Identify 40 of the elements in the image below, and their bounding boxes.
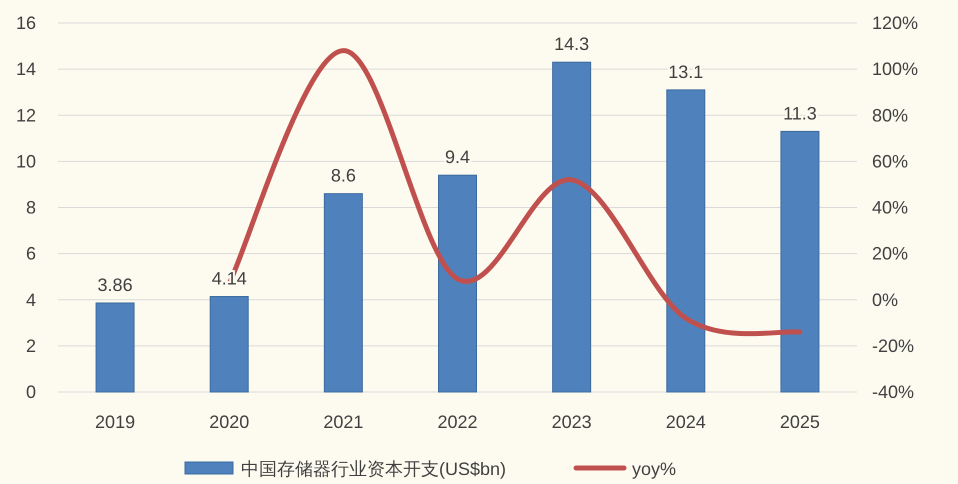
data-label: 14.3 — [554, 34, 590, 54]
bar — [666, 89, 706, 392]
legend-label: yoy% — [632, 459, 676, 479]
y-tick-label: 10 — [16, 151, 36, 172]
y2-tick-label: 40% — [872, 198, 908, 218]
y2-tick-label: 20% — [872, 244, 908, 264]
y2-tick-label: 100% — [872, 59, 918, 80]
bar — [324, 193, 363, 392]
bar — [96, 302, 135, 392]
y-tick-label: 14 — [16, 59, 36, 80]
bar — [438, 174, 477, 392]
y2-tick-label: -40% — [872, 382, 914, 402]
bar — [210, 296, 249, 392]
x-tick-label: 2019 — [95, 412, 136, 432]
y-tick-label: 16 — [16, 13, 36, 33]
x-tick-label: 2021 — [323, 412, 364, 432]
data-label: 13.1 — [668, 62, 704, 82]
y-tick-label: 0 — [26, 382, 36, 402]
bar — [780, 130, 820, 392]
data-label: 9.4 — [444, 147, 470, 168]
data-label: 3.86 — [98, 274, 133, 295]
data-label: 11.3 — [783, 103, 817, 124]
y2-tick-label: 80% — [872, 105, 908, 126]
y-tick-label: 4 — [26, 290, 36, 310]
x-tick-label: 2020 — [209, 412, 250, 432]
x-tick-label: 2024 — [666, 412, 706, 432]
y2-tick-label: 120% — [872, 13, 918, 33]
x-tick-label: 2025 — [780, 412, 820, 432]
y-tick-label: 2 — [26, 336, 36, 356]
x-tick-label: 2022 — [437, 412, 478, 432]
y2-tick-label: 60% — [872, 151, 908, 172]
x-tick-label: 2023 — [552, 412, 592, 432]
y2-tick-label: -20% — [872, 336, 914, 356]
bar — [552, 62, 592, 392]
y2-tick-label: 0% — [872, 290, 898, 310]
y-tick-label: 12 — [16, 105, 36, 126]
y-tick-label: 8 — [26, 198, 36, 218]
legend-label: 中国存储器行业资本开支(US$bn) — [241, 459, 506, 479]
y-tick-label: 6 — [26, 244, 36, 264]
data-label: 8.6 — [330, 166, 356, 186]
